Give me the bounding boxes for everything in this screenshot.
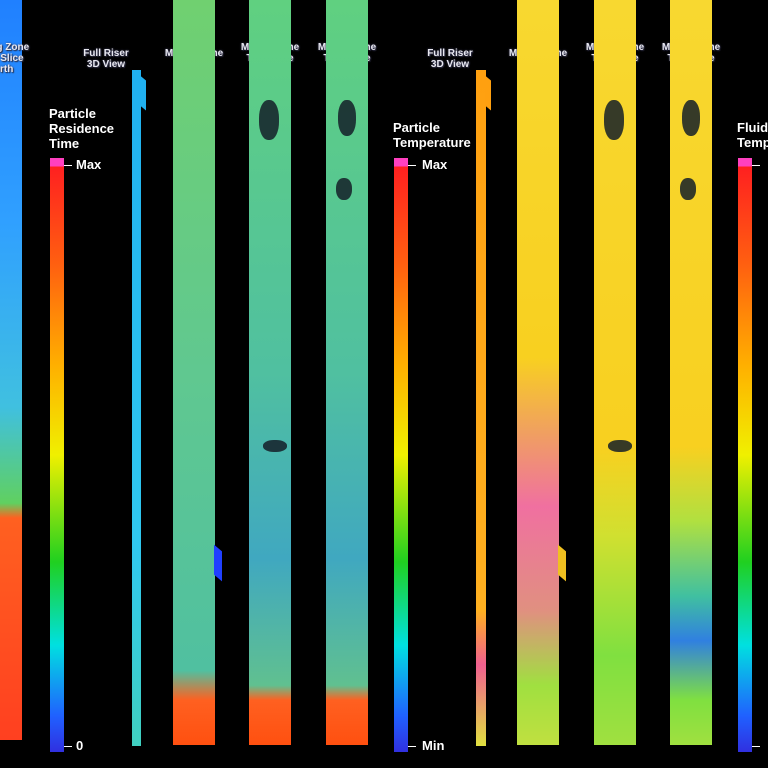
residence-slice-west-arm [214, 544, 222, 582]
temperature-mixing-3d [517, 0, 559, 745]
riser-inlet-arm [140, 75, 146, 111]
residence-slice-west [249, 0, 291, 745]
partial-column-label: Mixing Zone Thin Slice North [0, 42, 30, 75]
temperature-column-label-full-riser: Full Riser 3D View [427, 48, 473, 70]
temperature-colorbar-title: Particle Temperature [393, 120, 471, 150]
temperature-slice-north [670, 0, 712, 745]
temperature-slice-west [594, 0, 636, 745]
temperature-min-label: Min [422, 738, 445, 753]
fluid-colorbar [738, 158, 752, 752]
max-tick [752, 165, 760, 166]
residence-min-label: 0 [76, 738, 84, 753]
min-tick [408, 746, 416, 747]
residence-mixing-3d [173, 0, 215, 745]
temperature-colorbar [394, 158, 408, 752]
partial-north-slice-residence [0, 0, 22, 740]
residence-slice-north [326, 0, 368, 745]
fluid-colorbar-title: Fluid Temp [737, 120, 768, 150]
min-tick [752, 746, 760, 747]
max-tick [408, 165, 416, 166]
temperature-max-label: Max [422, 157, 448, 172]
residence-max-label: Max [76, 157, 102, 172]
temperature-full-riser [476, 70, 486, 746]
temperature-slice-west-arm [558, 544, 566, 582]
residence-column-label-full-riser: Full Riser 3D View [83, 48, 129, 70]
riser-inlet-arm [485, 75, 491, 111]
residence-colorbar-title: Particle Residence Time [49, 106, 115, 151]
residence-colorbar [50, 158, 64, 752]
max-tick [64, 165, 72, 166]
residence-full-riser [132, 70, 141, 746]
min-tick [64, 746, 72, 747]
